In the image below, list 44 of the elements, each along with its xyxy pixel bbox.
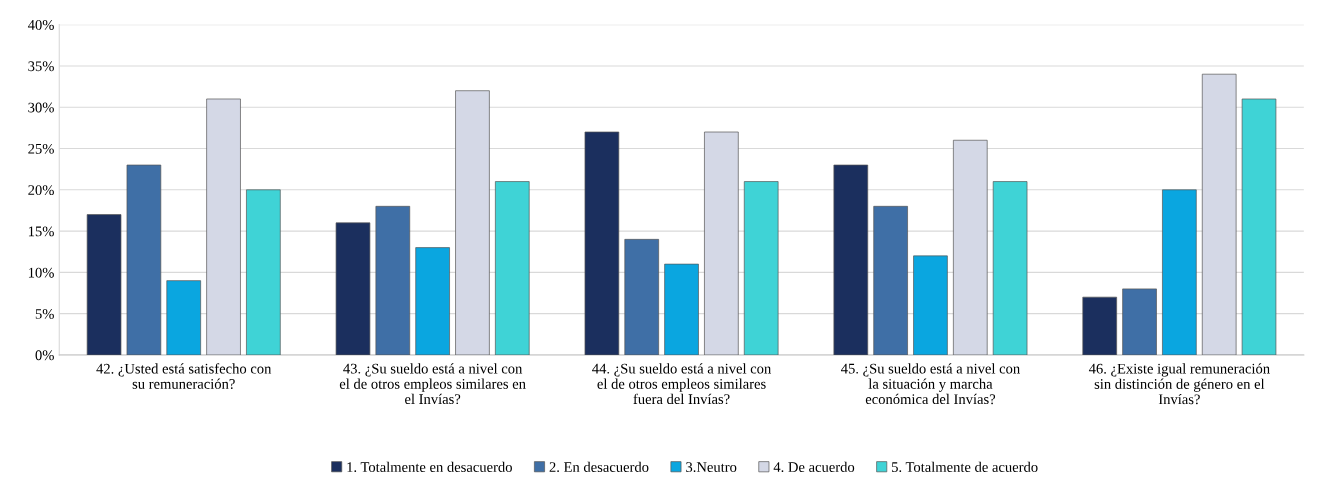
y-tick-label: 30% — [28, 102, 54, 113]
bar — [375, 205, 411, 355]
bar — [953, 139, 988, 355]
bar — [1122, 288, 1157, 355]
bar — [664, 263, 699, 355]
y-tick-label: 15% — [28, 226, 54, 237]
bar — [1082, 296, 1117, 355]
bar — [126, 164, 162, 355]
bar — [1201, 73, 1237, 355]
bar — [415, 247, 450, 355]
bar — [873, 205, 908, 355]
bar — [455, 90, 490, 355]
y-tick-label: 5% — [35, 309, 54, 319]
bar — [1162, 189, 1197, 355]
y-tick-label: 40% — [27, 20, 54, 30]
y-tick-label: 20% — [28, 185, 54, 196]
bar — [246, 189, 281, 355]
bar — [335, 222, 371, 355]
x-tick-label: 42. ¿Usted está satisfecho con su remuneración? — [96, 363, 272, 389]
bar — [913, 255, 948, 355]
legend-label: 2. En desacuerdo — [549, 461, 649, 473]
bar — [206, 98, 241, 355]
x-tick-label: 45. ¿Su sueldo está a nivel con la situación y marcha económica del Invías? — [841, 363, 1020, 405]
bar — [704, 131, 739, 355]
legend-label: 4. De acuerdo — [773, 461, 855, 473]
y-tick-label: 0% — [35, 350, 54, 361]
legend-label: 5. Totalmente de acuerdo — [892, 461, 1038, 473]
bar — [584, 131, 620, 355]
bar — [495, 181, 530, 355]
bar — [833, 164, 869, 355]
x-tick-label: 43. ¿Su sueldo está a nivel con el de otros empleos similares en el Invías? — [339, 363, 526, 405]
x-tick-label: 44. ¿Su sueldo está a nivel con el de otros empleos similares fuera del Invías? — [592, 363, 772, 405]
y-tick-label: 35% — [28, 61, 54, 72]
bar — [86, 214, 122, 355]
y-tick-label: 10% — [28, 267, 54, 278]
y-tick-label: 25% — [28, 143, 54, 154]
bar — [1241, 98, 1277, 355]
x-tick-label: 46. ¿Existe igual remuneración sin distinción de género en el Invías? — [1088, 363, 1270, 405]
bar — [743, 181, 779, 355]
legend-label: 1. Totalmente en desacuerdo — [347, 461, 512, 473]
bar — [992, 181, 1028, 355]
bar — [624, 239, 659, 355]
bar — [166, 280, 201, 355]
legend-label: 3.Neutro — [686, 462, 737, 473]
